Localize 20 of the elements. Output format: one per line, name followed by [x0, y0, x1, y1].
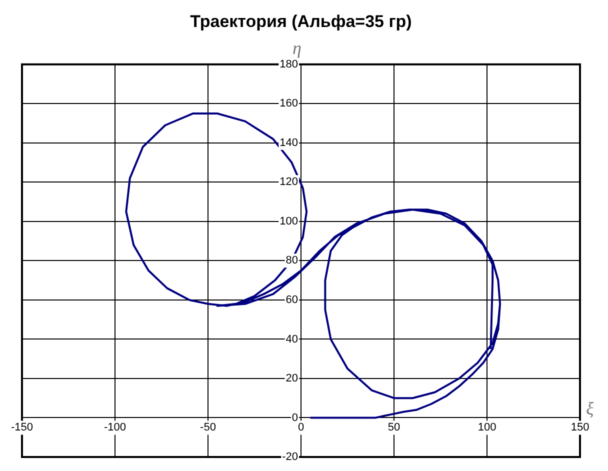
y-tick-label: 40	[286, 333, 298, 346]
x-tick-label: -150	[10, 421, 34, 434]
y-tick-label: 140	[280, 136, 298, 149]
y-tick-label: 60	[286, 294, 298, 306]
y-tick-label: 180	[280, 58, 298, 70]
chart-title: Траектория (Альфа=35 гр)	[190, 12, 412, 31]
x-tick-label: -50	[200, 421, 216, 434]
y-tick-label: 120	[280, 176, 298, 188]
y-tick-label: 0	[292, 412, 298, 424]
x-tick-label: -100	[104, 421, 126, 434]
y-tick-label: -20	[282, 451, 298, 464]
x-axis-title: ξ	[586, 398, 594, 418]
x-tick-label: 150	[570, 421, 590, 434]
x-tick-label: 100	[478, 421, 496, 434]
y-tick-label: 100	[280, 215, 298, 228]
y-tick-label: 80	[286, 254, 298, 267]
y-tick-label: 160	[280, 98, 298, 110]
x-tick-label: 50	[388, 421, 400, 434]
y-tick-label: 20	[286, 372, 298, 385]
y-axis-title: η	[292, 38, 302, 58]
